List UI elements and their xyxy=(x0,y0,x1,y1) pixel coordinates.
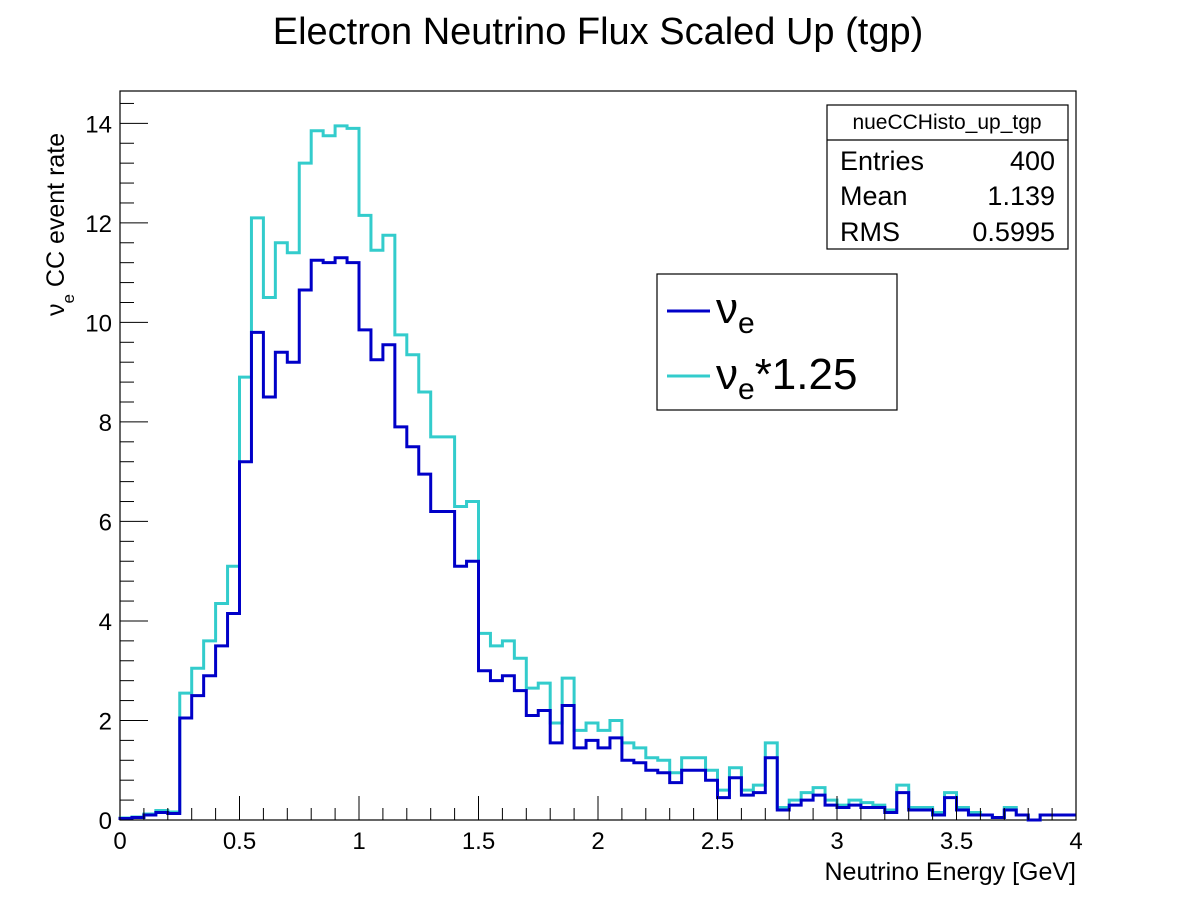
y-tick-label: 8 xyxy=(99,410,112,437)
stats-box: nueCCHisto_up_tgp Entries 400 Mean 1.139… xyxy=(826,104,1069,250)
tick-group: 0 0.5 1 1.5 2 2.5 3 3.5 4 0 2 4 6 8 10 12 14 xyxy=(85,102,1083,855)
legend-frame xyxy=(656,273,898,411)
legend-scaled-sub: e xyxy=(738,373,755,406)
series-nue-scaled-line xyxy=(118,124,1076,822)
stats-rms-value: 0.5995 xyxy=(972,217,1055,247)
x-tick-label: 2 xyxy=(591,828,604,855)
x-tick-label: 0.5 xyxy=(223,828,256,855)
stats-rms-label: RMS xyxy=(840,217,900,247)
y-axis-label-rest: CC event rate xyxy=(42,133,70,294)
legend-scaled-symbol: ν xyxy=(716,350,738,399)
stats-entries-value: 400 xyxy=(1010,146,1055,176)
legend-label-nue: νe xyxy=(716,284,755,340)
legend: νe νe*1.25 xyxy=(656,273,898,411)
y-tick-label: 6 xyxy=(99,509,112,536)
series-group xyxy=(118,124,1076,822)
y-axis-label-nu: ν xyxy=(42,304,70,317)
y-axis-label: νe CC event rate xyxy=(42,133,78,316)
stats-mean-label: Mean xyxy=(840,181,908,211)
x-tick-label: 0 xyxy=(113,828,126,855)
y-tick-label: 10 xyxy=(85,310,112,337)
x-axis-label: Neutrino Energy [GeV] xyxy=(824,858,1076,886)
legend-nue-sub: e xyxy=(738,307,755,340)
stats-mean-value: 1.139 xyxy=(987,181,1055,211)
y-tick-label: 12 xyxy=(85,211,112,238)
x-tick-label: 4 xyxy=(1069,828,1082,855)
stats-box-frame xyxy=(826,104,1069,250)
y-tick-label: 4 xyxy=(99,609,112,636)
y-tick-label: 0 xyxy=(99,808,112,835)
legend-label-scaled: νe*1.25 xyxy=(716,350,857,406)
x-tick-label: 3.5 xyxy=(940,828,973,855)
stats-box-title: nueCCHisto_up_tgp xyxy=(852,111,1041,134)
x-tick-label: 1.5 xyxy=(462,828,495,855)
legend-scaled-suffix: *1.25 xyxy=(755,350,858,399)
y-axis-label-sub: e xyxy=(59,294,78,303)
x-tick-label: 1 xyxy=(352,828,365,855)
stats-entries-label: Entries xyxy=(840,146,924,176)
x-tick-label: 3 xyxy=(830,828,843,855)
x-tick-label: 2.5 xyxy=(701,828,734,855)
chart-title: Electron Neutrino Flux Scaled Up (tgp) xyxy=(273,11,924,53)
legend-nue-symbol: ν xyxy=(716,284,738,333)
y-tick-label: 2 xyxy=(99,708,112,735)
y-tick-label: 14 xyxy=(85,111,112,138)
series-nue-line xyxy=(118,256,1076,822)
